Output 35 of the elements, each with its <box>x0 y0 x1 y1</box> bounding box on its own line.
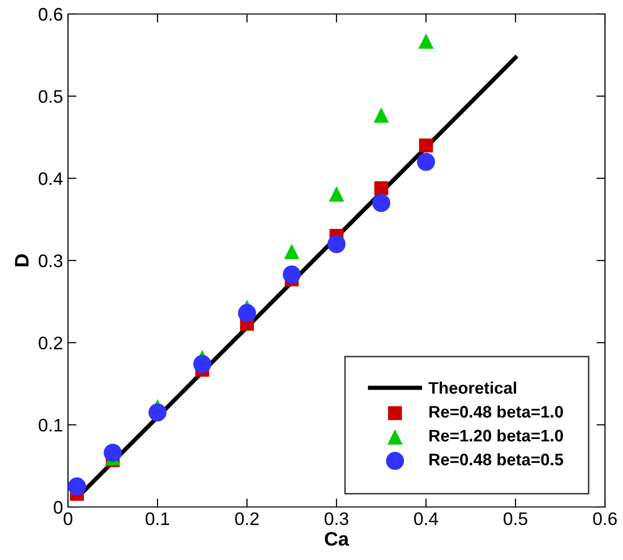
point <box>68 477 86 496</box>
point <box>372 194 390 212</box>
y-tick-label: 0.5 <box>38 90 62 103</box>
point <box>419 138 433 152</box>
legend-label: Re=1.20 beta=1.0 <box>429 429 563 442</box>
x-axis-title: Ca <box>324 532 350 546</box>
x-tick-label: 0.1 <box>146 512 170 526</box>
point <box>374 181 388 196</box>
point <box>374 107 389 123</box>
y-tick-label: 0.2 <box>38 336 62 350</box>
y-tick-label: 0.3 <box>38 254 62 268</box>
y-tick-label: 0.6 <box>38 8 62 21</box>
point <box>328 186 344 202</box>
x-tick-label: 0.3 <box>324 512 348 526</box>
x-tick-label: 0.4 <box>414 512 438 526</box>
point <box>193 355 212 374</box>
y-axis-title: D <box>15 254 28 266</box>
point <box>284 244 300 260</box>
legend-label: Re=0.48 beta=0.5 <box>429 453 564 466</box>
x-tick-label: 0.6 <box>593 512 617 526</box>
y-tick-label: 0.4 <box>38 172 63 186</box>
x-tick-label: 0 <box>64 512 72 526</box>
point <box>148 403 167 422</box>
legend-label: Re=0.48 beta=1.0 <box>429 405 563 418</box>
y-tick-label: 0.1 <box>38 418 62 432</box>
point <box>282 265 301 284</box>
point <box>238 304 256 322</box>
point <box>104 444 122 462</box>
x-tick-label: 0.5 <box>504 512 528 526</box>
x-tick-label: 0.2 <box>235 512 259 526</box>
point <box>327 235 346 254</box>
legend-label: Theoretical <box>428 382 516 394</box>
y-tick-label: 0 <box>54 500 62 514</box>
point <box>418 33 434 49</box>
point <box>416 152 436 171</box>
